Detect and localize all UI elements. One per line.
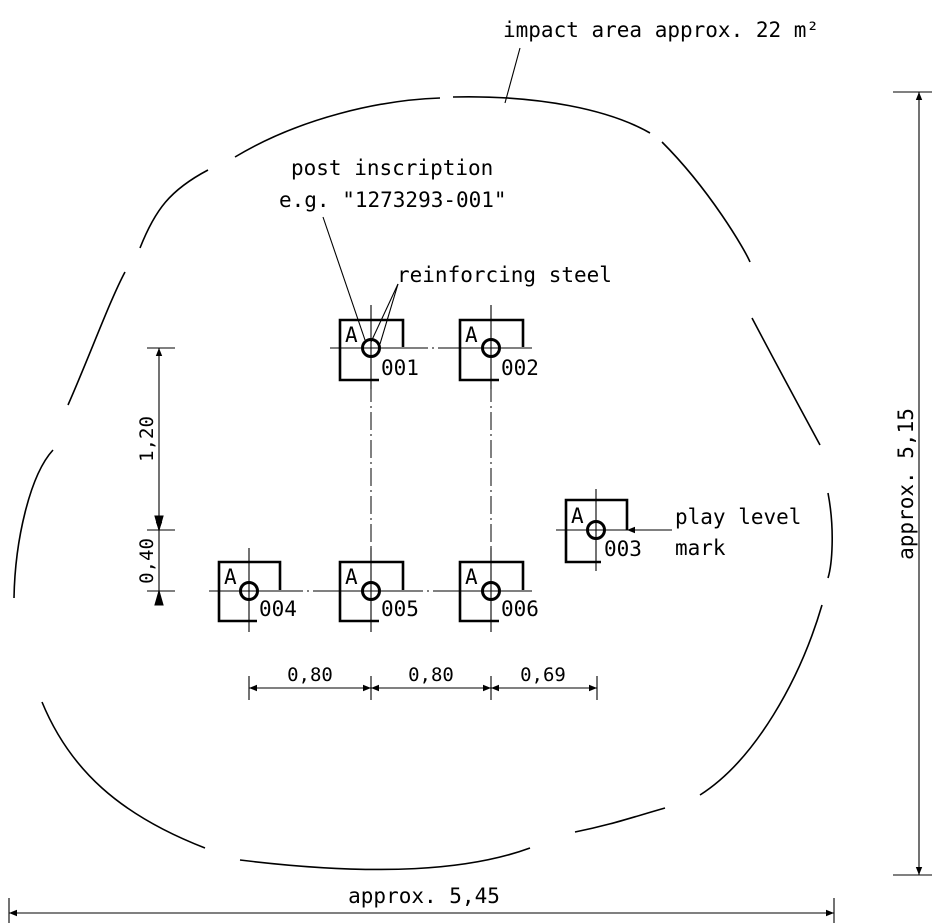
post-001: A 001 (330, 305, 419, 389)
vertical-dimension-chain (147, 347, 175, 606)
play-level-label: play level (675, 505, 801, 529)
overall-height-dimension (893, 91, 932, 876)
dimension-0-80-second: 0,80 (408, 664, 454, 686)
dimension-1-20: 1,20 (136, 416, 158, 462)
post-004-letter: A (224, 565, 237, 589)
post-006-number: 006 (501, 597, 539, 621)
post-003: A 003 (556, 489, 642, 571)
post-005: A 005 (330, 548, 419, 632)
overall-width-label: approx. 5,45 (348, 884, 500, 908)
post-004-number: 004 (259, 597, 297, 621)
post-001-letter: A (345, 323, 358, 347)
reinforcing-steel-label: reinforcing steel (397, 263, 612, 287)
dimension-0-40: 0,40 (136, 538, 158, 584)
post-005-letter: A (345, 565, 358, 589)
overall-width-dimension (8, 898, 835, 923)
dimension-0-69: 0,69 (520, 664, 566, 686)
post-002-letter: A (465, 323, 478, 347)
impact-area-label: impact area approx. 22 m² (503, 18, 819, 42)
post-005-number: 005 (381, 597, 419, 621)
center-lines (285, 347, 492, 592)
play-level-mark-label: mark (675, 536, 726, 560)
post-006: A 006 (450, 548, 539, 632)
post-004: A 004 (209, 548, 297, 632)
post-002: A 002 (450, 305, 539, 389)
impact-area-outline (13, 96, 833, 871)
post-002-number: 002 (501, 356, 539, 380)
dimension-0-80-first: 0,80 (287, 664, 333, 686)
post-006-letter: A (465, 565, 478, 589)
post-inscription-example: e.g. "1273293-001" (279, 188, 507, 212)
overall-height-label: approx. 5,15 (894, 408, 918, 560)
post-003-letter: A (571, 504, 584, 528)
post-inscription-label: post inscription (291, 156, 493, 180)
post-003-number: 003 (604, 537, 642, 561)
post-001-number: 001 (381, 356, 419, 380)
horizontal-dimension-chain (248, 676, 598, 700)
leader-lines (322, 47, 672, 534)
